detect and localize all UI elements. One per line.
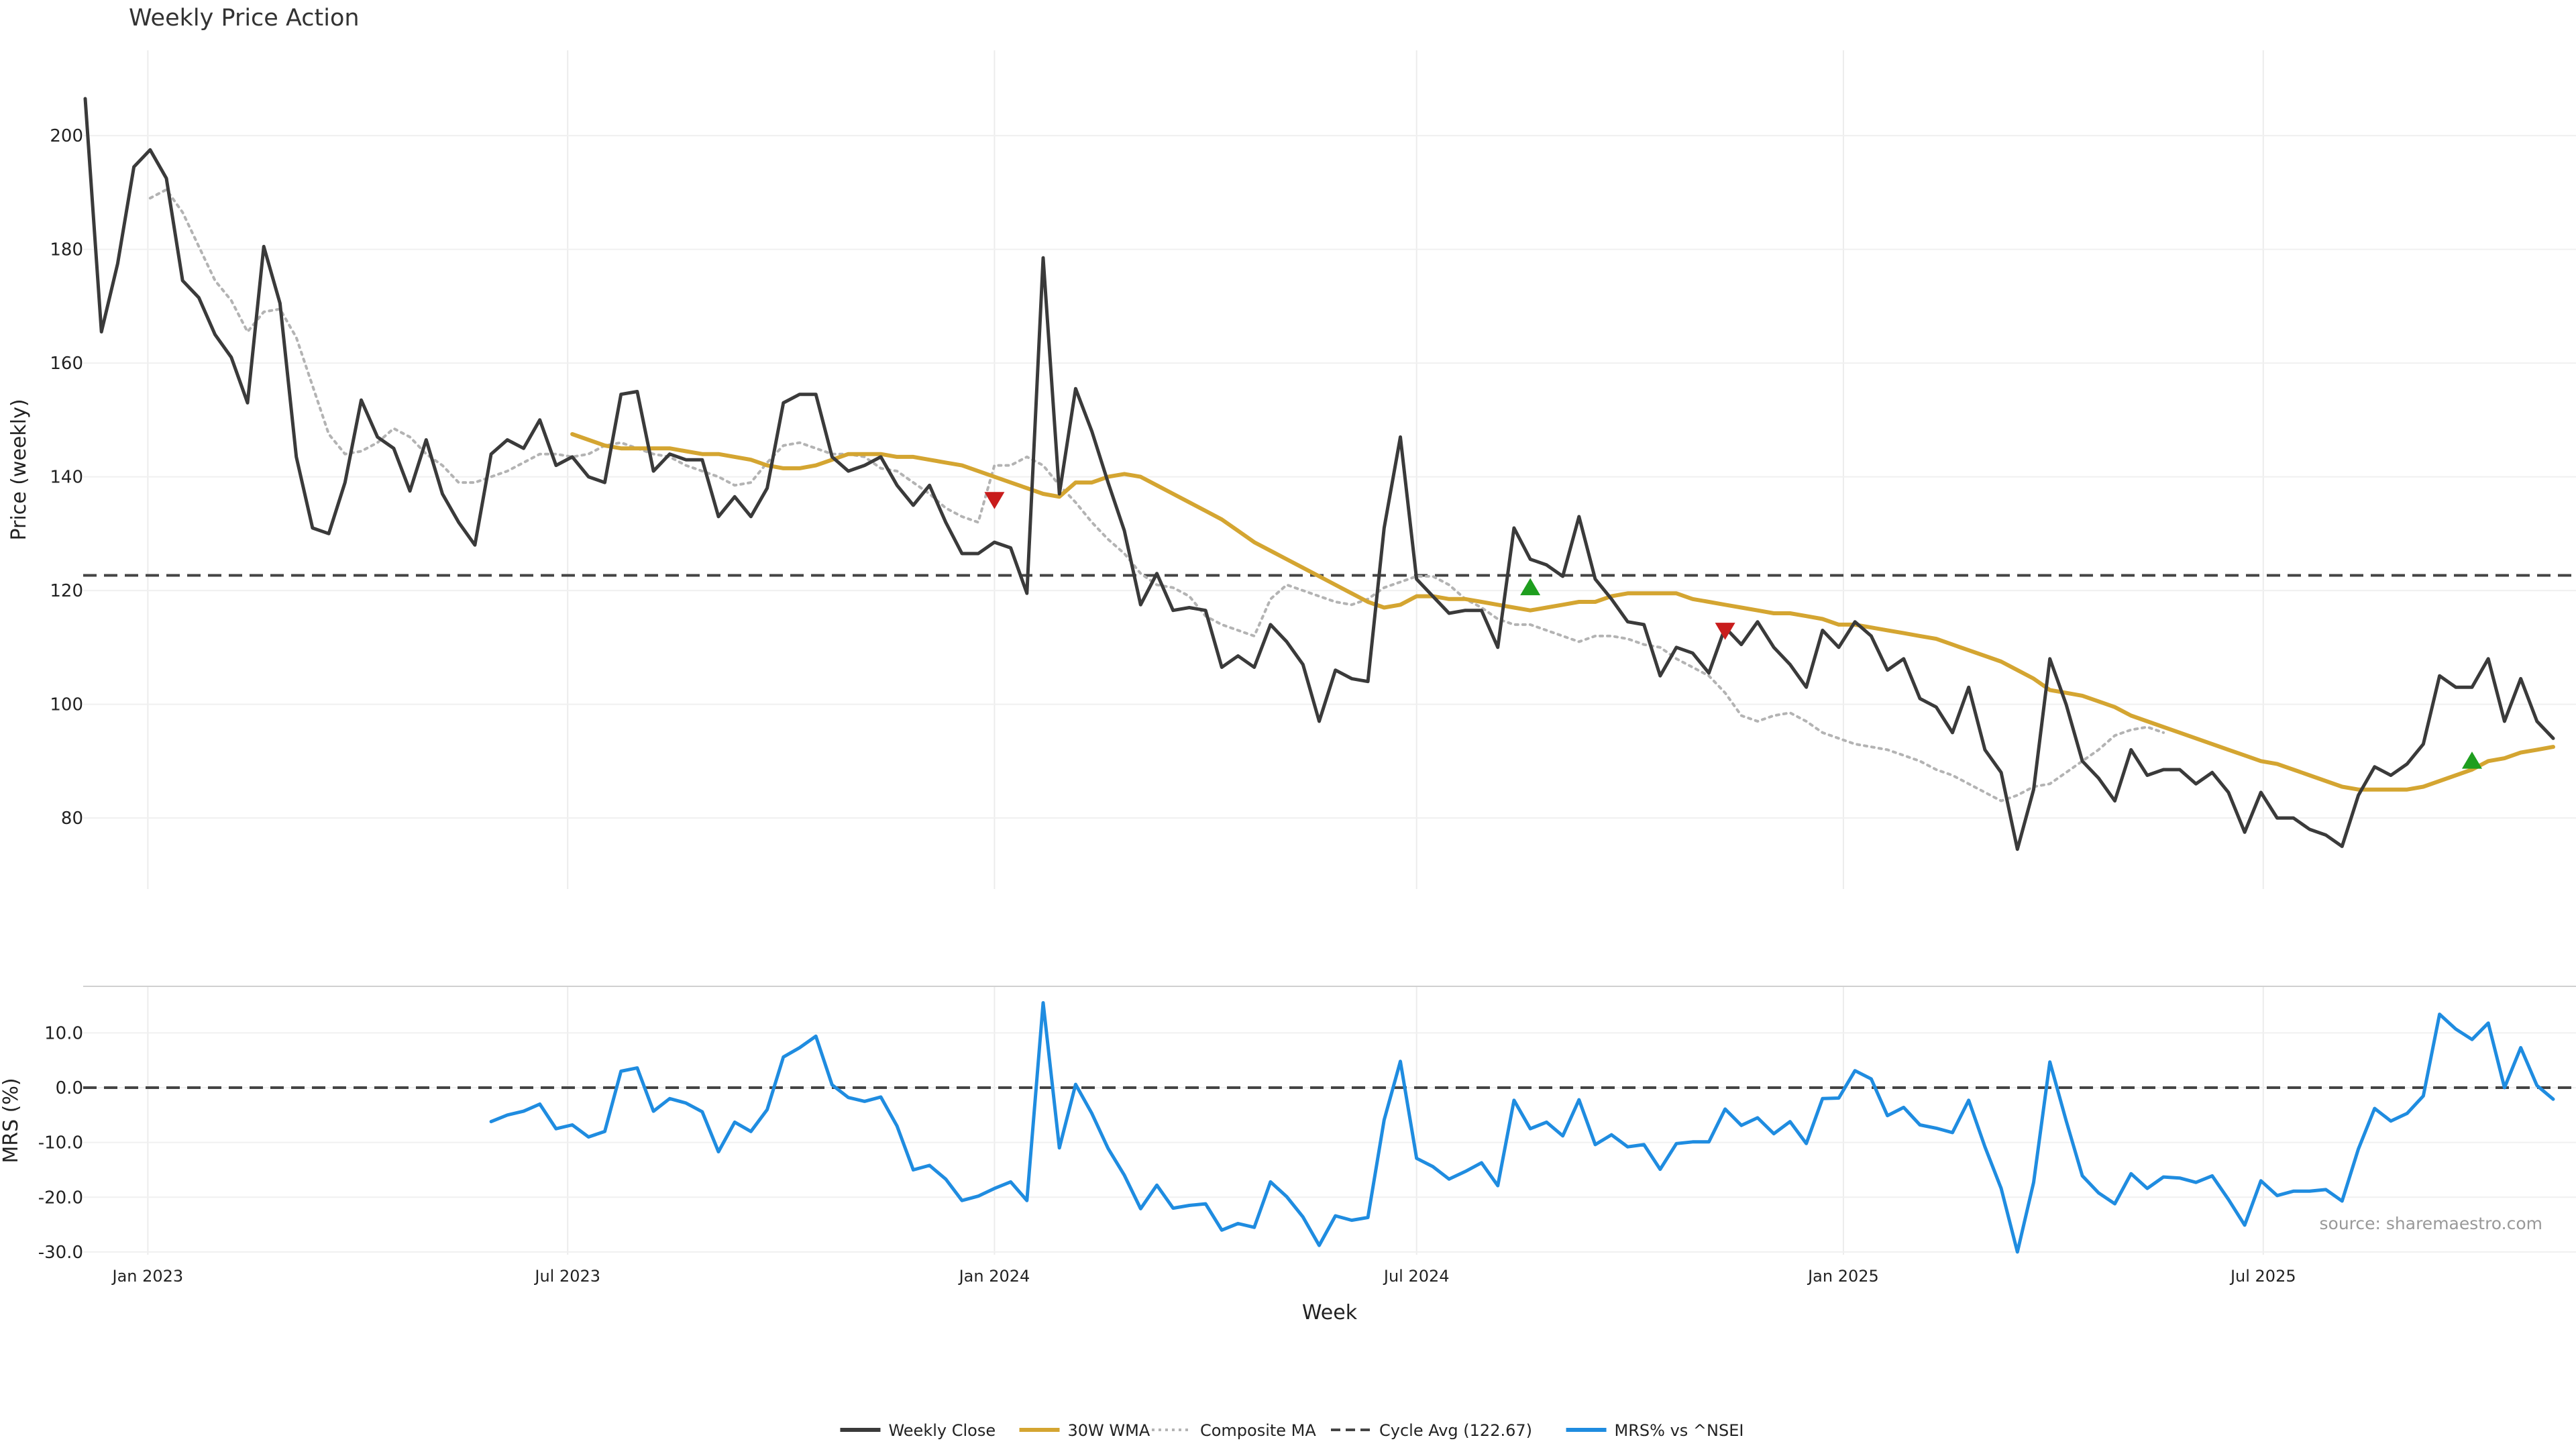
- mrs-y-tick-label: 0.0: [56, 1078, 83, 1098]
- price-y-tick-label: 80: [61, 809, 83, 829]
- sell-signal-marker: [984, 492, 1005, 509]
- buy-signal-marker: [2461, 751, 2482, 769]
- legend: Weekly Close 30W WMA Composite MA Cycle Avg…: [840, 1421, 1743, 1440]
- price-y-tick-label: 180: [50, 240, 83, 260]
- wma-30w-line: [570, 432, 2555, 792]
- x-tick-label: Jul 2024: [1383, 1267, 1450, 1286]
- x-tick-label: Jan 2023: [111, 1267, 184, 1286]
- legend-entry-label: Weekly Close: [888, 1421, 996, 1440]
- legend-entry-label: 30W WMA: [1068, 1421, 1150, 1440]
- mrs-y-tick-label: -20.0: [38, 1188, 83, 1208]
- buy-signal-marker: [1520, 578, 1541, 596]
- source-annotation: source: sharemaestro.com: [2320, 1214, 2543, 1233]
- price-panel: 80 100 120 140 160 180 200 Weekly Price Action P…: [7, 5, 2576, 889]
- price-y-tick-label: 160: [50, 354, 83, 374]
- mrs-y-tick-label: -30.0: [38, 1243, 83, 1263]
- mrs-panel: Jan 2023 Jul 2023 Jan 2024 Jul 2024 Jan 2025…: [0, 986, 2576, 1325]
- price-y-tick-label: 140: [50, 468, 83, 488]
- x-axis-label: Week: [1302, 1301, 1358, 1325]
- chart-title: Weekly Price Action: [129, 5, 360, 32]
- x-tick-label: Jul 2025: [2229, 1267, 2296, 1286]
- legend-entry-label: MRS% vs ^NSEI: [1615, 1421, 1744, 1440]
- price-y-tick-label: 120: [50, 581, 83, 601]
- mrs-line: [489, 1001, 2555, 1254]
- mrs-y-axis-label: MRS (%): [0, 1078, 23, 1163]
- x-tick-label: Jan 2025: [1807, 1267, 1879, 1286]
- mrs-y-tick-label: 10.0: [44, 1023, 83, 1043]
- price-y-tick-label: 100: [50, 695, 83, 715]
- price-y-axis-label: Price (weekly): [7, 399, 31, 540]
- weekly-close-line: [83, 97, 2555, 851]
- x-tick-label: Jul 2023: [533, 1267, 600, 1286]
- legend-entry-label: Cycle Avg (122.67): [1379, 1421, 1532, 1440]
- legend-entry-label: Composite MA: [1200, 1421, 1316, 1440]
- x-tick-label: Jan 2024: [958, 1267, 1030, 1286]
- composite-ma-line: [148, 188, 2165, 802]
- mrs-y-tick-label: -10.0: [38, 1133, 83, 1153]
- sell-signal-marker: [1715, 623, 1735, 640]
- price-y-tick-label: 200: [50, 126, 83, 146]
